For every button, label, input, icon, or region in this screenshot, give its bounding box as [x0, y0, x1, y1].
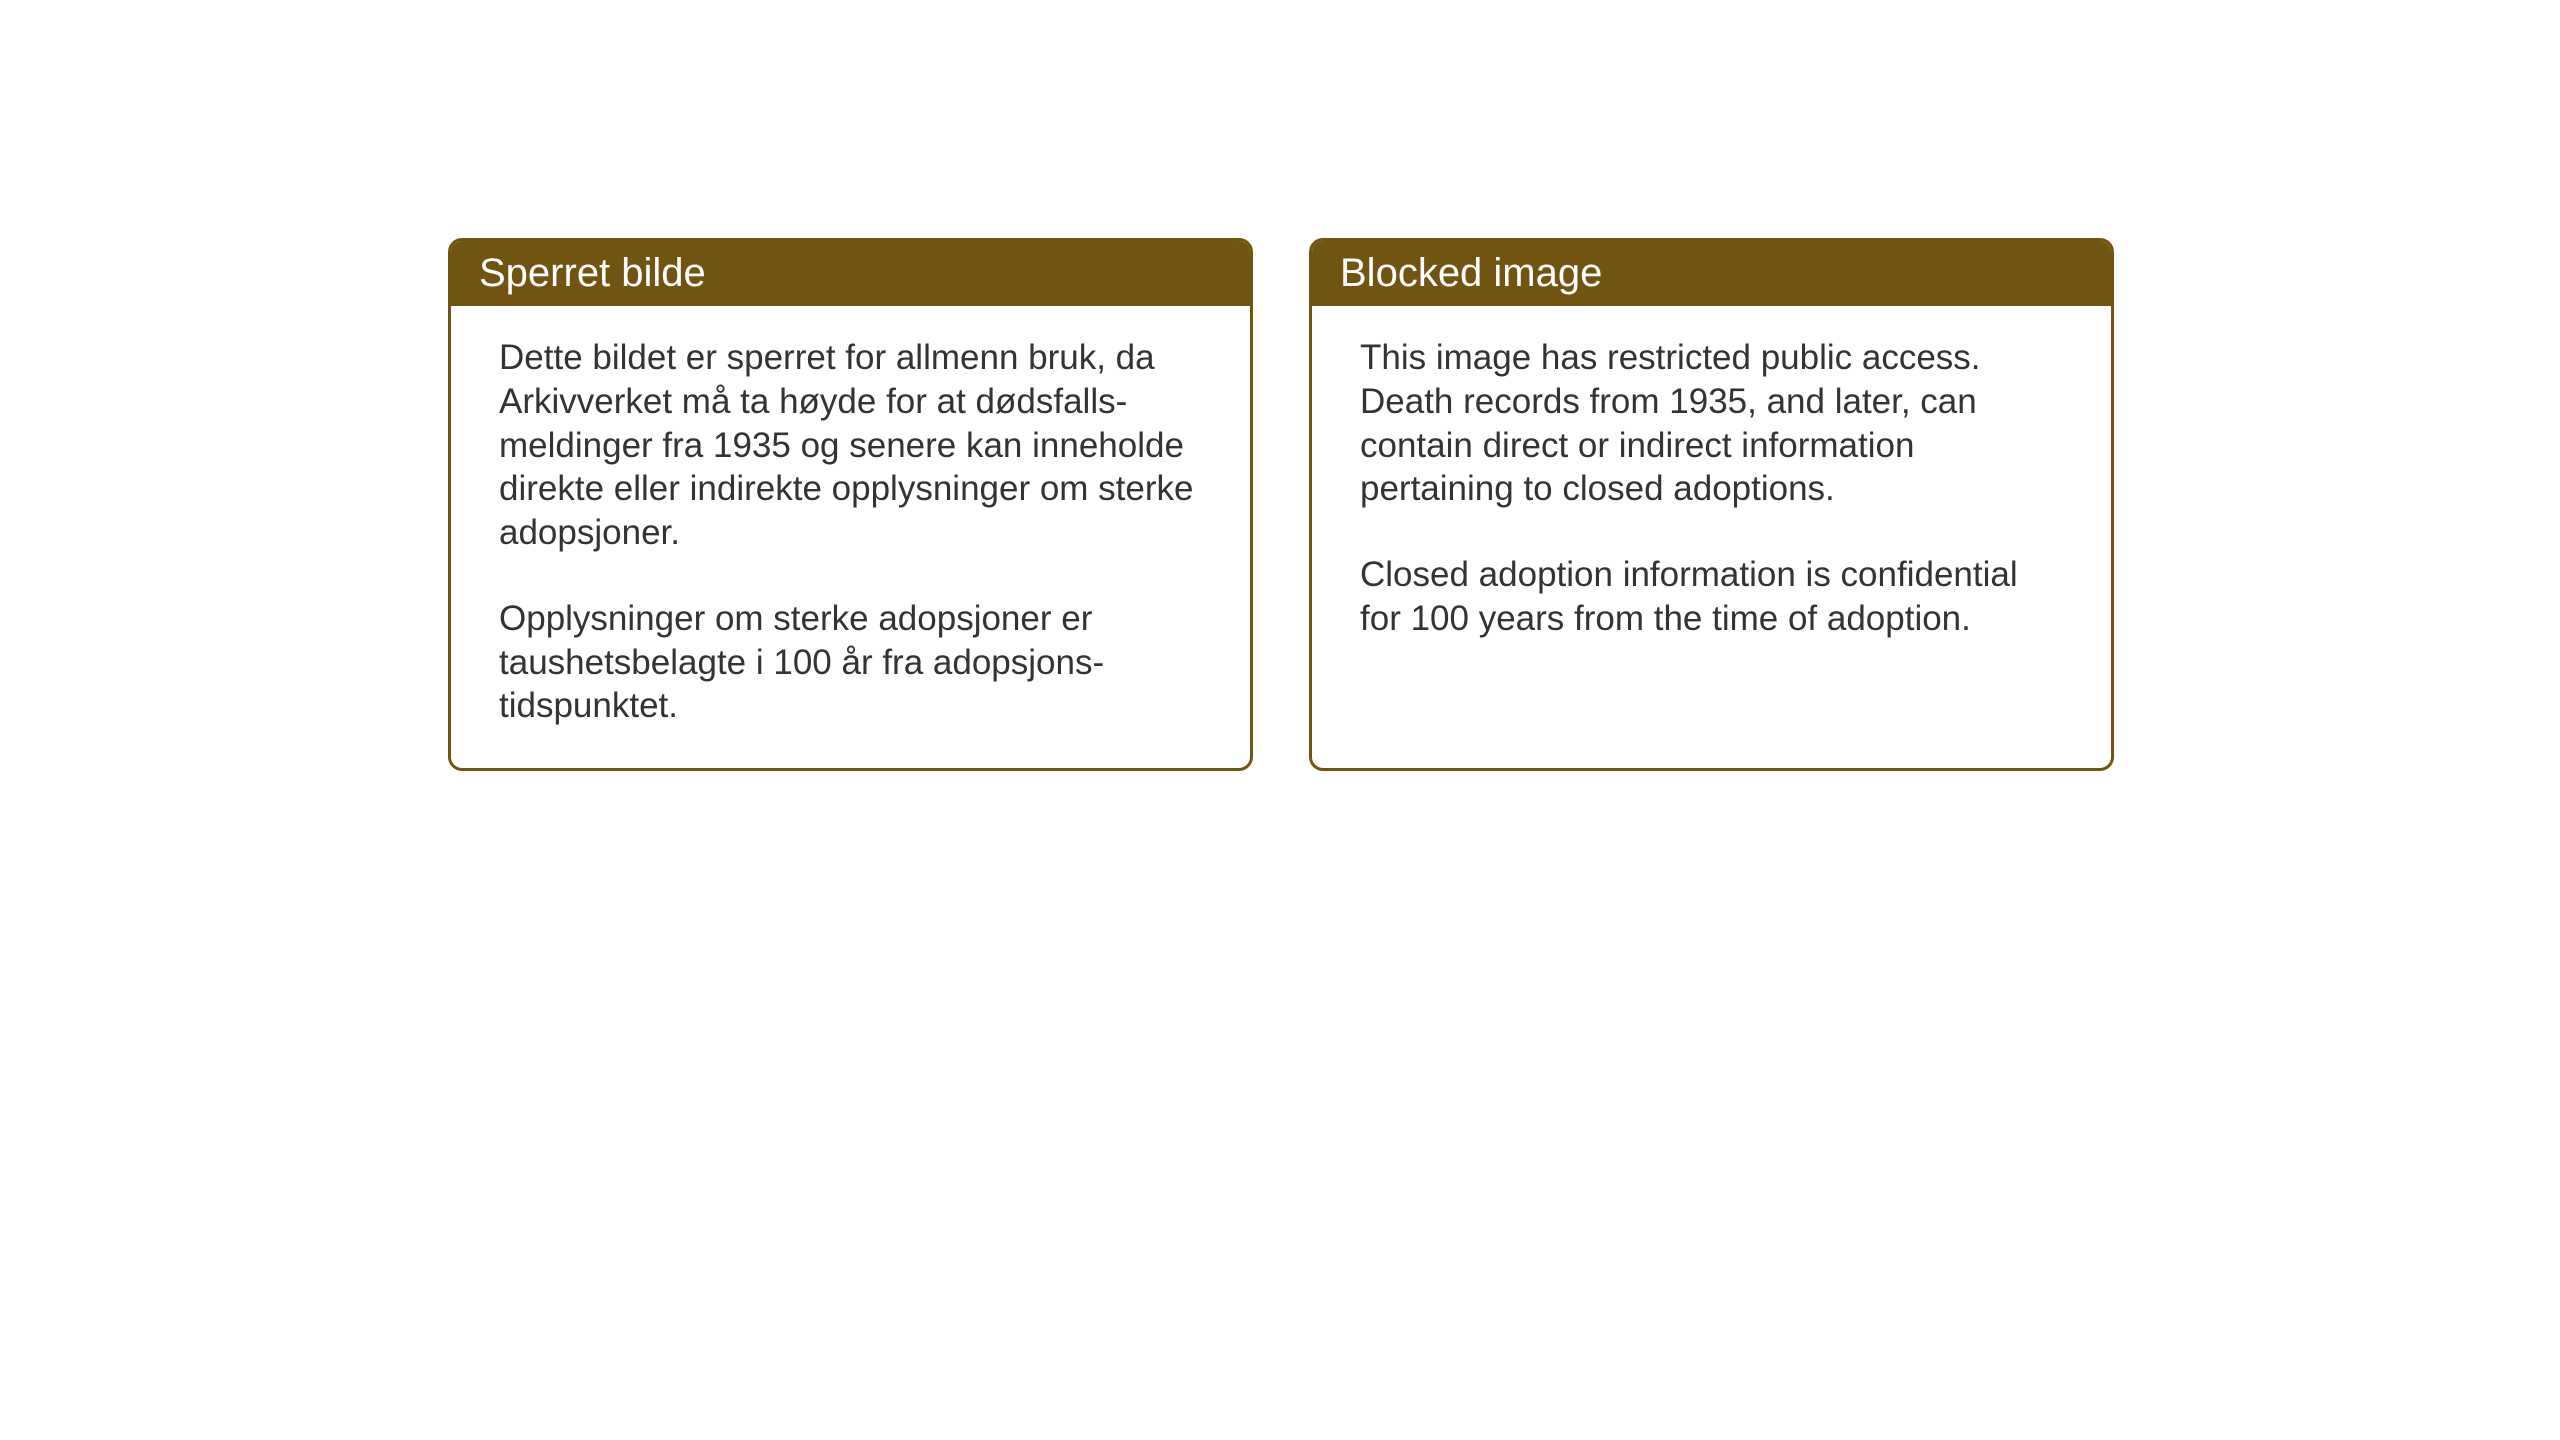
norwegian-notice-title: Sperret bilde — [451, 241, 1250, 306]
english-notice-card: Blocked image This image has restricted … — [1309, 238, 2114, 771]
norwegian-notice-body: Dette bildet er sperret for allmenn bruk… — [451, 306, 1250, 768]
english-paragraph-1: This image has restricted public access.… — [1360, 336, 2063, 511]
norwegian-paragraph-2: Opplysninger om sterke adopsjoner er tau… — [499, 597, 1202, 728]
notice-container: Sperret bilde Dette bildet er sperret fo… — [448, 238, 2114, 771]
norwegian-notice-card: Sperret bilde Dette bildet er sperret fo… — [448, 238, 1253, 771]
english-paragraph-2: Closed adoption information is confident… — [1360, 553, 2063, 641]
english-notice-body: This image has restricted public access.… — [1312, 306, 2111, 681]
english-notice-title: Blocked image — [1312, 241, 2111, 306]
norwegian-paragraph-1: Dette bildet er sperret for allmenn bruk… — [499, 336, 1202, 555]
